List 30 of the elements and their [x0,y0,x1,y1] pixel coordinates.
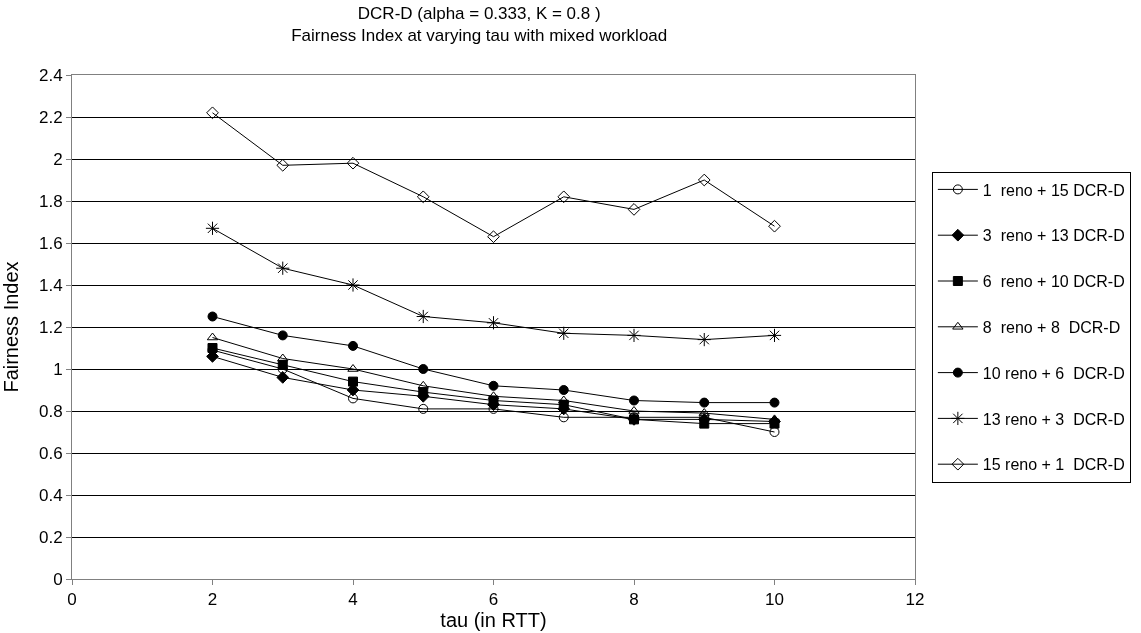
y-tick-label: 1.8 [38,191,63,211]
y-tick-label: 2.2 [38,107,63,127]
y-tick-label: 1.2 [38,317,63,337]
legend-label: 1 reno + 15 DCR-D [982,181,1125,199]
legend-label: 6 reno + 10 DCR-D [982,273,1125,291]
y-tick-label: 0.2 [38,527,63,547]
y-tick-label: 0 [53,569,63,589]
y-tick-label: 1.4 [38,275,63,295]
legend-label: 3 reno + 13 DCR-D [982,227,1125,245]
y-tick-label: 0.8 [38,401,63,421]
y-tick-label: 2 [53,149,63,169]
legend-label: 15 reno + 1 DCR-D [982,456,1125,474]
y-tick-label: 0.4 [38,485,63,505]
x-tick-label: 8 [629,590,639,610]
x-tick-label: 6 [488,590,499,610]
x-tick-label: 4 [348,590,358,610]
x-axis-title: tau (in RTT) [440,609,547,632]
chart-title: DCR-D (alpha = 0.333, K = 0.8 ) Fairness Index at varying tau with mixed workload [291,3,668,46]
x-tick-label: 10 [765,590,784,610]
legend-label: 10 reno + 6 DCR-D [982,364,1125,382]
y-tick-label: 2.4 [38,65,63,85]
y-axis-title: Fairness Index [0,261,22,393]
x-tick-label: 0 [67,590,77,610]
legend-label: 13 reno + 3 DCR-D [982,410,1125,428]
x-tick-label: 2 [207,590,218,610]
legend-label: 8 reno + 8 DCR-D [982,319,1121,337]
x-tick-label: 12 [905,590,925,610]
y-tick-label: 1.6 [38,233,63,253]
y-tick-label: 0.6 [38,443,63,463]
y-tick-label: 1 [53,359,63,379]
